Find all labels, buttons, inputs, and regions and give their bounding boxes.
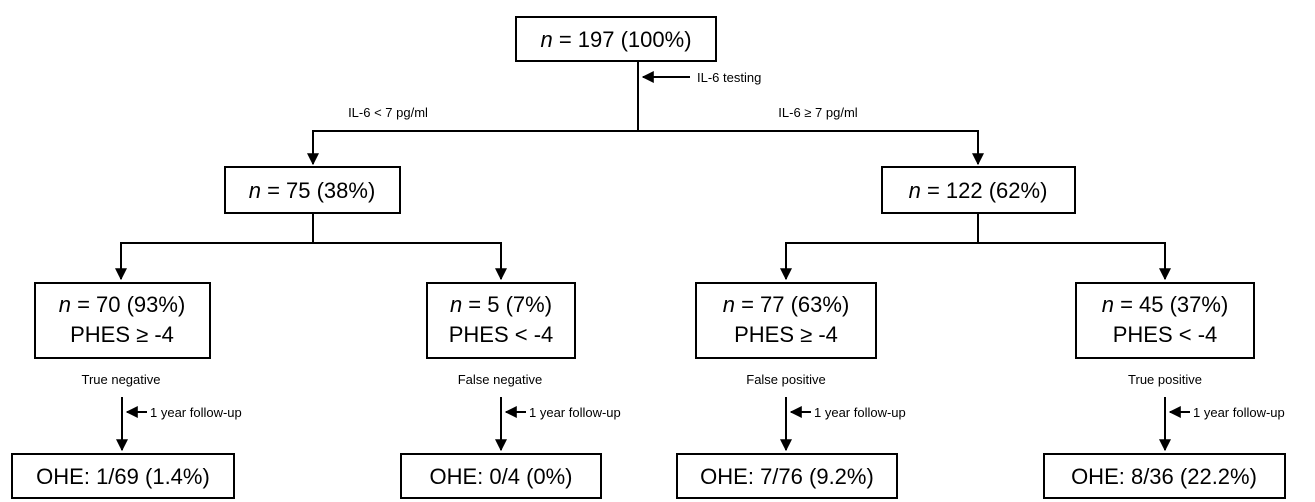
level2-phes-4: PHES < -4	[1113, 322, 1218, 347]
level2-phes-1: PHES ≥ -4	[70, 322, 174, 347]
node-false-positive: n = 77 (63%) PHES ≥ -4 False positive	[695, 282, 877, 387]
node-false-negative: n = 5 (7%) PHES < -4 False negative	[426, 282, 576, 387]
level1-text-left: n = 75 (38%)	[249, 178, 376, 203]
testing-label: IL-6 testing	[697, 70, 761, 85]
level2-n-3: n = 77 (63%)	[723, 292, 850, 317]
result-label-3: False positive	[746, 372, 825, 387]
level2-box-3	[695, 282, 877, 359]
followup-label-1: 1 year follow-up	[150, 405, 242, 420]
outcome-text-2: OHE: 0/4 (0%)	[429, 464, 572, 489]
level1-box-right	[881, 166, 1076, 214]
outcome-text-3: OHE: 7/76 (9.2%)	[700, 464, 874, 489]
node-true-positive: n = 45 (37%) PHES < -4 True positive	[1075, 282, 1255, 387]
node-true-negative: n = 70 (93%) PHES ≥ -4 True negative	[34, 282, 211, 387]
level2-phes-2: PHES < -4	[449, 322, 554, 347]
outcome-box-3	[676, 453, 898, 499]
branch-left-label: IL-6 < 7 pg/ml	[348, 105, 428, 120]
result-label-4: True positive	[1128, 372, 1202, 387]
outcome-text-4: OHE: 8/36 (22.2%)	[1071, 464, 1257, 489]
level2-n-1: n = 70 (93%)	[59, 292, 186, 317]
result-label-1: True negative	[81, 372, 160, 387]
level2-box-1	[34, 282, 211, 359]
level2-phes-3: PHES ≥ -4	[734, 322, 838, 347]
outcome-box-2	[400, 453, 602, 499]
outcome-box-4	[1043, 453, 1286, 499]
level2-n-2: n = 5 (7%)	[450, 292, 552, 317]
outcome-box-1	[11, 453, 235, 499]
level1-text-right: n = 122 (62%)	[909, 178, 1048, 203]
level2-box-2	[426, 282, 576, 359]
followup-label-3: 1 year follow-up	[814, 405, 906, 420]
root-text: n = 197 (100%)	[540, 27, 691, 52]
root-box	[515, 16, 717, 62]
followup-label-4: 1 year follow-up	[1193, 405, 1285, 420]
branch-right-label: IL-6 ≥ 7 pg/ml	[778, 105, 858, 120]
level2-n-4: n = 45 (37%)	[1102, 292, 1229, 317]
followup-label-2: 1 year follow-up	[529, 405, 621, 420]
result-label-2: False negative	[458, 372, 543, 387]
level2-box-4	[1075, 282, 1255, 359]
outcome-text-1: OHE: 1/69 (1.4%)	[36, 464, 210, 489]
